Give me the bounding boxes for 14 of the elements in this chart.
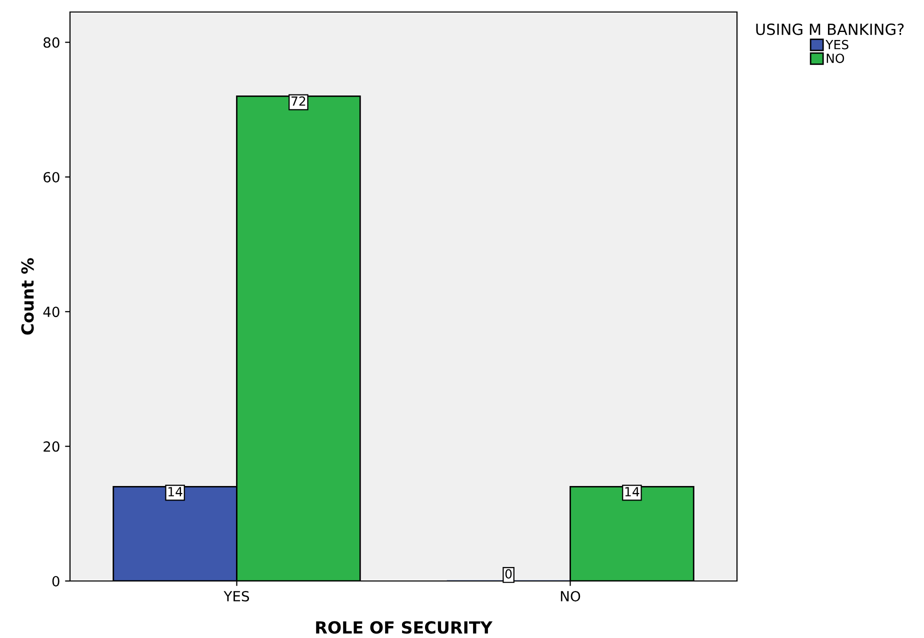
- y-tick-label: 0: [52, 576, 60, 586]
- data-label: 14: [625, 487, 640, 496]
- y-axis-title: Count %: [21, 258, 34, 335]
- data-label: 72: [292, 96, 306, 106]
- data-label: 14: [168, 487, 182, 496]
- y-tick-label: 80: [44, 37, 60, 48]
- y-tick-label: 40: [43, 306, 60, 318]
- legend-label: YES: [826, 40, 848, 50]
- legend-label: NO: [826, 54, 844, 64]
- y-tick-label: 60: [44, 172, 60, 182]
- data-label: 0: [505, 569, 512, 579]
- legend-title: USING M BANKING?: [756, 24, 904, 36]
- x-axis-title: ROLE OF SECURITY: [316, 621, 493, 634]
- y-tick-label: 20: [44, 441, 60, 452]
